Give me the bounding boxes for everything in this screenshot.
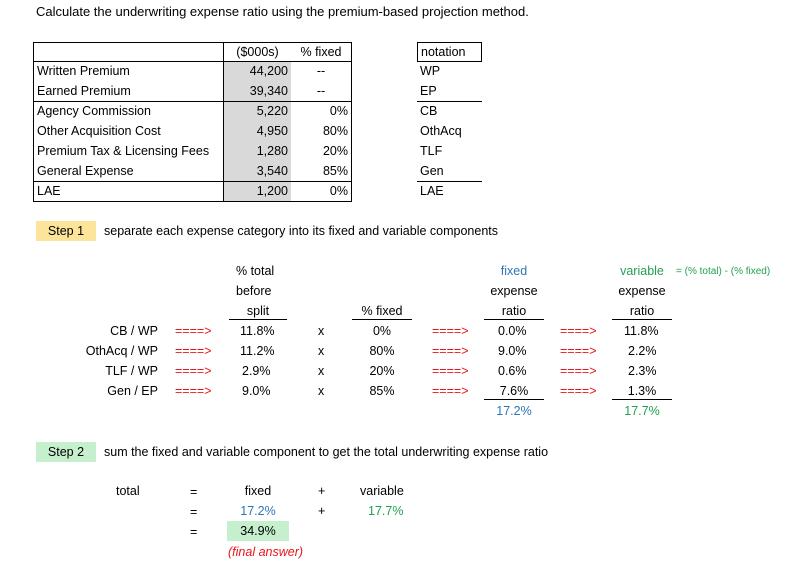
ratio-label: Gen / EP xyxy=(107,384,158,398)
arrow-icon: ====> xyxy=(175,344,212,358)
fixed-sum: 17.2% xyxy=(496,404,532,418)
variable-ratio: 2.3% xyxy=(628,364,657,378)
arrow-icon: ====> xyxy=(175,364,212,378)
arrow-icon: ====> xyxy=(432,364,469,378)
header-total-3: split xyxy=(229,303,287,320)
arrow-icon: ====> xyxy=(560,344,597,358)
row-notation: Gen xyxy=(417,162,482,182)
row-label: General Expense xyxy=(33,162,223,182)
header-blank xyxy=(33,42,223,62)
arrow-icon: ====> xyxy=(432,344,469,358)
variable-ratio: 1.3% xyxy=(612,383,672,400)
row-amount: 4,950 xyxy=(223,122,291,142)
times-sign: x xyxy=(318,364,325,378)
row-fixed: 80% xyxy=(291,122,352,142)
equals-sign: = xyxy=(190,525,198,539)
total-pct: 11.2% xyxy=(240,344,275,358)
variable-sum: 17.7% xyxy=(624,404,660,418)
header-total-2: before xyxy=(236,284,272,298)
row-notation: WP xyxy=(420,64,441,78)
plus-sign: + xyxy=(318,484,326,498)
header-variable-3: ratio xyxy=(612,303,672,320)
header-variable-2: expense xyxy=(618,284,666,298)
arrow-icon: ====> xyxy=(432,384,469,398)
variable-formula-note: = (% total) - (% fixed) xyxy=(676,266,771,277)
total-label: total xyxy=(116,484,140,498)
header-pct-fixed-step1: % fixed xyxy=(352,303,412,320)
row-notation: CB xyxy=(420,104,438,118)
row-amount: 39,340 xyxy=(223,82,291,102)
row-fixed: 20% xyxy=(291,142,352,162)
equals-sign: = xyxy=(190,485,198,499)
times-sign: x xyxy=(318,324,325,338)
arrow-icon: ====> xyxy=(175,384,212,398)
row-notation: LAE xyxy=(420,184,444,198)
times-sign: x xyxy=(318,384,325,398)
row-amount: 3,540 xyxy=(223,162,291,182)
row-notation: EP xyxy=(417,82,482,102)
ratio-label: TLF / WP xyxy=(105,364,158,378)
fixed-ratio: 0.6% xyxy=(498,364,527,378)
header-notation: notation xyxy=(417,42,482,62)
ratio-label: CB / WP xyxy=(110,324,158,338)
row-label: Premium Tax & Licensing Fees xyxy=(33,142,223,162)
row-fixed: 0% xyxy=(291,102,352,122)
header-fixed-1: fixed xyxy=(500,264,528,278)
header-fixed-2: expense xyxy=(490,284,538,298)
pct-fixed: 80% xyxy=(369,344,395,358)
header-pct-fixed: % fixed xyxy=(291,42,352,62)
total-pct: 11.8% xyxy=(240,324,275,338)
row-label: Written Premium xyxy=(33,62,223,82)
header-total-1: % total xyxy=(236,264,275,278)
header-amount: ($000s) xyxy=(223,42,291,62)
row-notation: OthAcq xyxy=(420,124,462,138)
arrow-icon: ====> xyxy=(560,384,597,398)
row-notation: TLF xyxy=(420,144,443,158)
fixed-value: 17.2% xyxy=(240,504,276,518)
arrow-icon: ====> xyxy=(560,324,597,338)
total-pct: 9.0% xyxy=(242,384,271,398)
page-title: Calculate the underwriting expense ratio… xyxy=(36,4,529,19)
plus-sign: + xyxy=(318,504,326,518)
total-pct: 2.9% xyxy=(242,364,271,378)
fixed-ratio: 7.6% xyxy=(484,383,544,400)
row-fixed: 0% xyxy=(291,182,352,202)
row-fixed: -- xyxy=(291,62,352,82)
row-amount: 1,200 xyxy=(223,182,291,202)
fixed-label: fixed xyxy=(244,484,272,498)
row-label: Earned Premium xyxy=(33,82,223,102)
equals-sign: = xyxy=(190,505,198,519)
arrow-icon: ====> xyxy=(175,324,212,338)
header-fixed-3: ratio xyxy=(484,303,544,320)
step2-text: sum the fixed and variable component to … xyxy=(104,445,549,459)
step1-badge: Step 1 xyxy=(36,221,96,241)
final-answer-note: (final answer) xyxy=(228,545,304,559)
row-amount: 1,280 xyxy=(223,142,291,162)
variable-ratio: 11.8% xyxy=(624,324,659,338)
header-variable-1: variable xyxy=(620,264,664,278)
fixed-ratio: 0.0% xyxy=(498,324,527,338)
arrow-icon: ====> xyxy=(432,324,469,338)
final-result: 34.9% xyxy=(227,521,289,541)
row-label: Other Acquisition Cost xyxy=(33,122,223,142)
pct-fixed: 20% xyxy=(369,364,395,378)
variable-ratio: 2.2% xyxy=(628,344,657,358)
pct-fixed: 85% xyxy=(369,384,395,398)
row-amount: 44,200 xyxy=(223,62,291,82)
row-fixed: 85% xyxy=(291,162,352,182)
pct-fixed: 0% xyxy=(372,324,392,338)
arrow-icon: ====> xyxy=(560,364,597,378)
variable-label: variable xyxy=(360,484,404,498)
step2-badge: Step 2 xyxy=(36,442,96,462)
ratio-label: OthAcq / WP xyxy=(85,344,158,358)
row-fixed: -- xyxy=(291,82,352,102)
fixed-ratio: 9.0% xyxy=(498,344,527,358)
row-label: LAE xyxy=(33,182,223,202)
row-amount: 5,220 xyxy=(223,102,291,122)
variable-value: 17.7% xyxy=(368,504,404,518)
times-sign: x xyxy=(318,344,325,358)
row-label: Agency Commission xyxy=(33,102,223,122)
step1-text: separate each expense category into its … xyxy=(104,224,498,238)
